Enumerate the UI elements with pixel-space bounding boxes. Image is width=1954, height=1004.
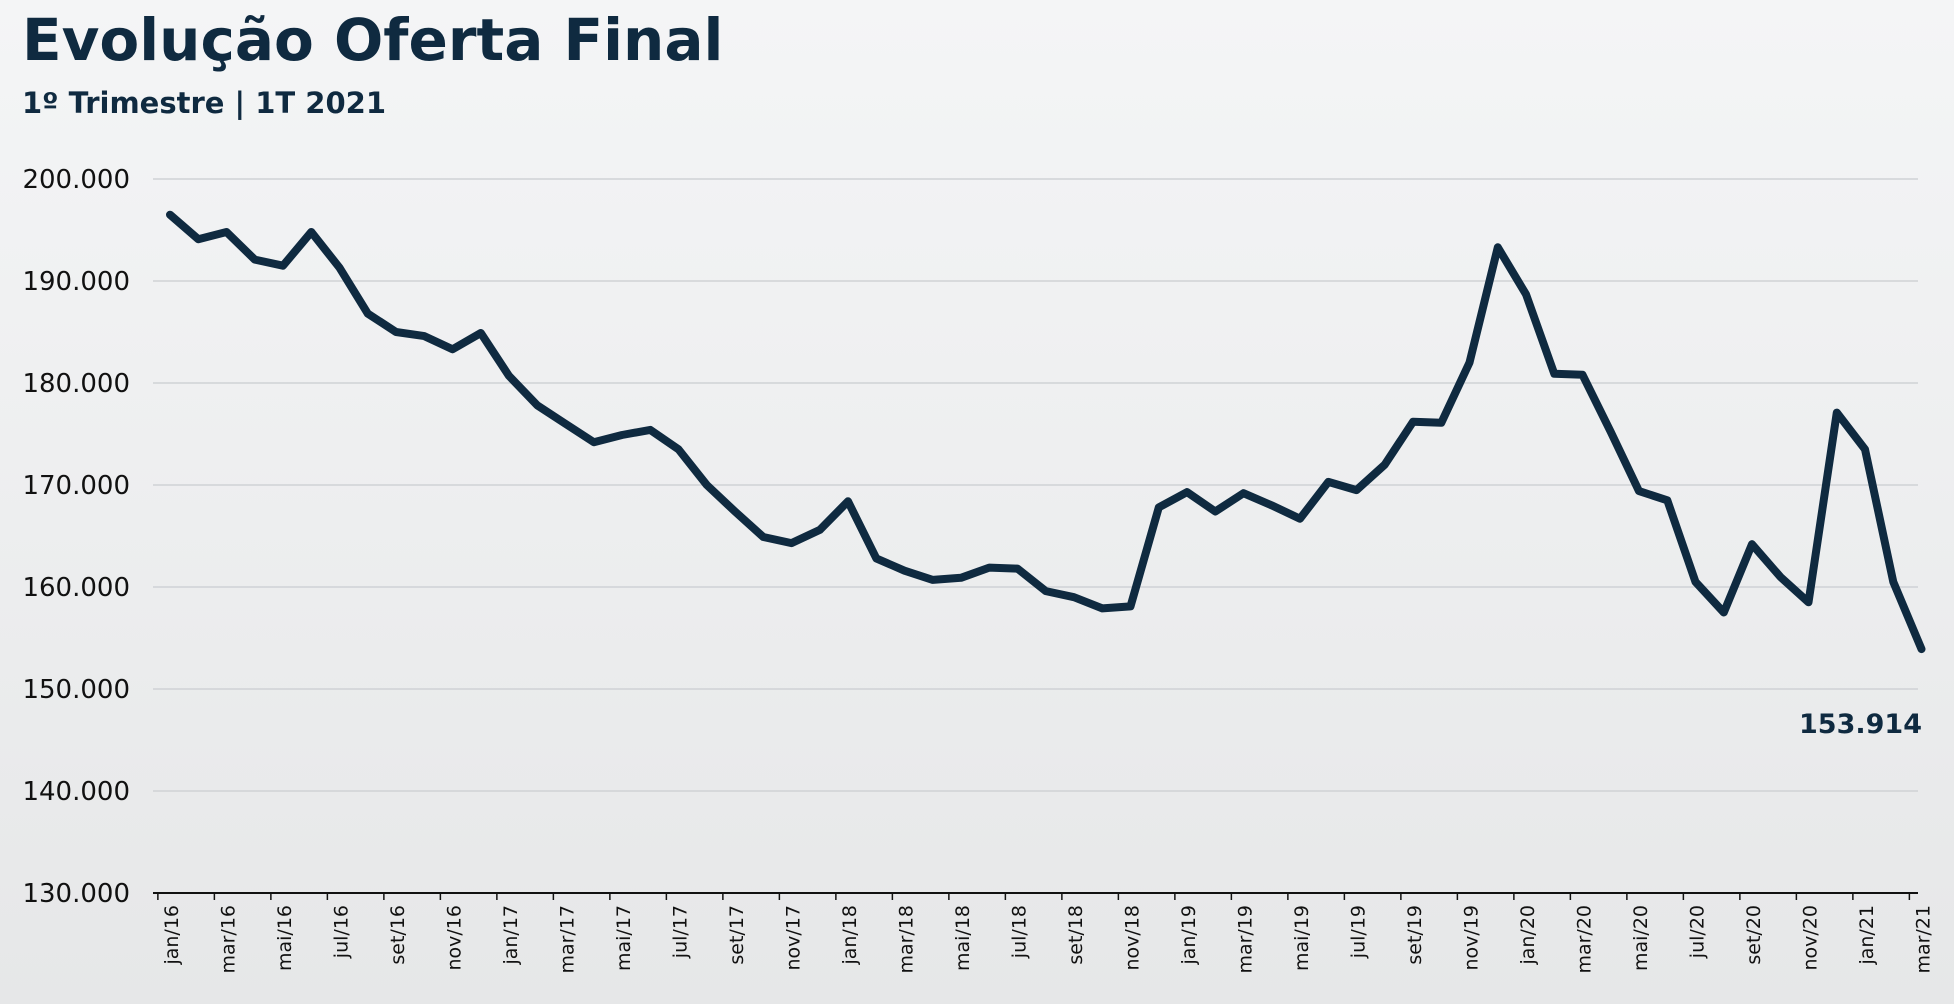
- y-tick-label: 160.000: [22, 573, 130, 603]
- x-tick-label: set/16: [387, 905, 409, 965]
- y-tick-label: 190.000: [22, 267, 130, 297]
- x-tick-label: jan/20: [1517, 905, 1539, 966]
- x-tick-label: jan/21: [1856, 905, 1878, 966]
- x-axis-tick-marks: [157, 893, 1911, 900]
- x-tick-label: jan/17: [500, 905, 522, 966]
- x-tick-label: mar/20: [1574, 905, 1596, 974]
- chart-subtitle: 1º Trimestre | 1T 2021: [22, 86, 386, 120]
- x-tick-label: mai/16: [274, 905, 296, 971]
- x-tick-label: mar/21: [1913, 905, 1935, 974]
- x-tick-label: mai/20: [1630, 905, 1652, 971]
- y-tick-label: 140.000: [22, 777, 130, 807]
- x-tick-label: jan/19: [1178, 905, 1200, 966]
- x-tick-label: set/20: [1743, 905, 1765, 965]
- x-tick-label: jan/18: [839, 905, 861, 966]
- y-tick-label: 150.000: [22, 675, 130, 705]
- x-tick-label: set/18: [1065, 905, 1087, 965]
- gridlines: [153, 178, 1918, 792]
- x-tick-label: mar/18: [896, 905, 918, 974]
- chart-title: Evolução Oferta Final: [22, 6, 723, 74]
- x-tick-label: mai/19: [1291, 905, 1313, 971]
- x-tick-label: mai/17: [613, 905, 635, 971]
- data-label-last-value: 153.914: [1799, 709, 1922, 740]
- x-tick-label: mar/17: [557, 905, 579, 974]
- x-tick-label: mai/18: [952, 905, 974, 971]
- x-tick-label: jul/17: [670, 905, 692, 959]
- x-tick-label: nov/20: [1800, 905, 1822, 971]
- x-tick-label: nov/16: [444, 905, 466, 971]
- x-tick-label: nov/17: [783, 905, 805, 971]
- y-tick-label: 130.000: [22, 879, 130, 909]
- x-tick-label: nov/18: [1122, 905, 1144, 971]
- x-tick-label: jul/20: [1687, 905, 1709, 959]
- x-tick-label: mar/19: [1235, 905, 1257, 974]
- x-tick-label: jul/19: [1348, 905, 1370, 959]
- y-tick-label: 180.000: [22, 369, 130, 399]
- y-tick-label: 200.000: [22, 165, 130, 195]
- x-tick-label: set/19: [1404, 905, 1426, 965]
- y-tick-label: 170.000: [22, 471, 130, 501]
- x-tick-label: jul/16: [331, 905, 353, 959]
- annotation-layer: 153.914: [1799, 709, 1922, 740]
- x-tick-label: set/17: [726, 905, 748, 965]
- x-tick-label: jan/16: [161, 905, 183, 966]
- series-line: [166, 210, 1926, 654]
- series-layer: [166, 210, 1926, 654]
- x-tick-label: jul/18: [1009, 905, 1031, 959]
- x-tick-label: nov/19: [1461, 905, 1483, 971]
- x-axis-tick-labels: jan/16 mar/16 mai/16 jul/16 set/16 nov/16 jan/…: [161, 905, 1935, 974]
- y-axis-tick-labels: 130.000 140.000 150.000 160.000 170.000 180.0…: [22, 165, 130, 909]
- x-tick-label: mar/16: [218, 905, 240, 974]
